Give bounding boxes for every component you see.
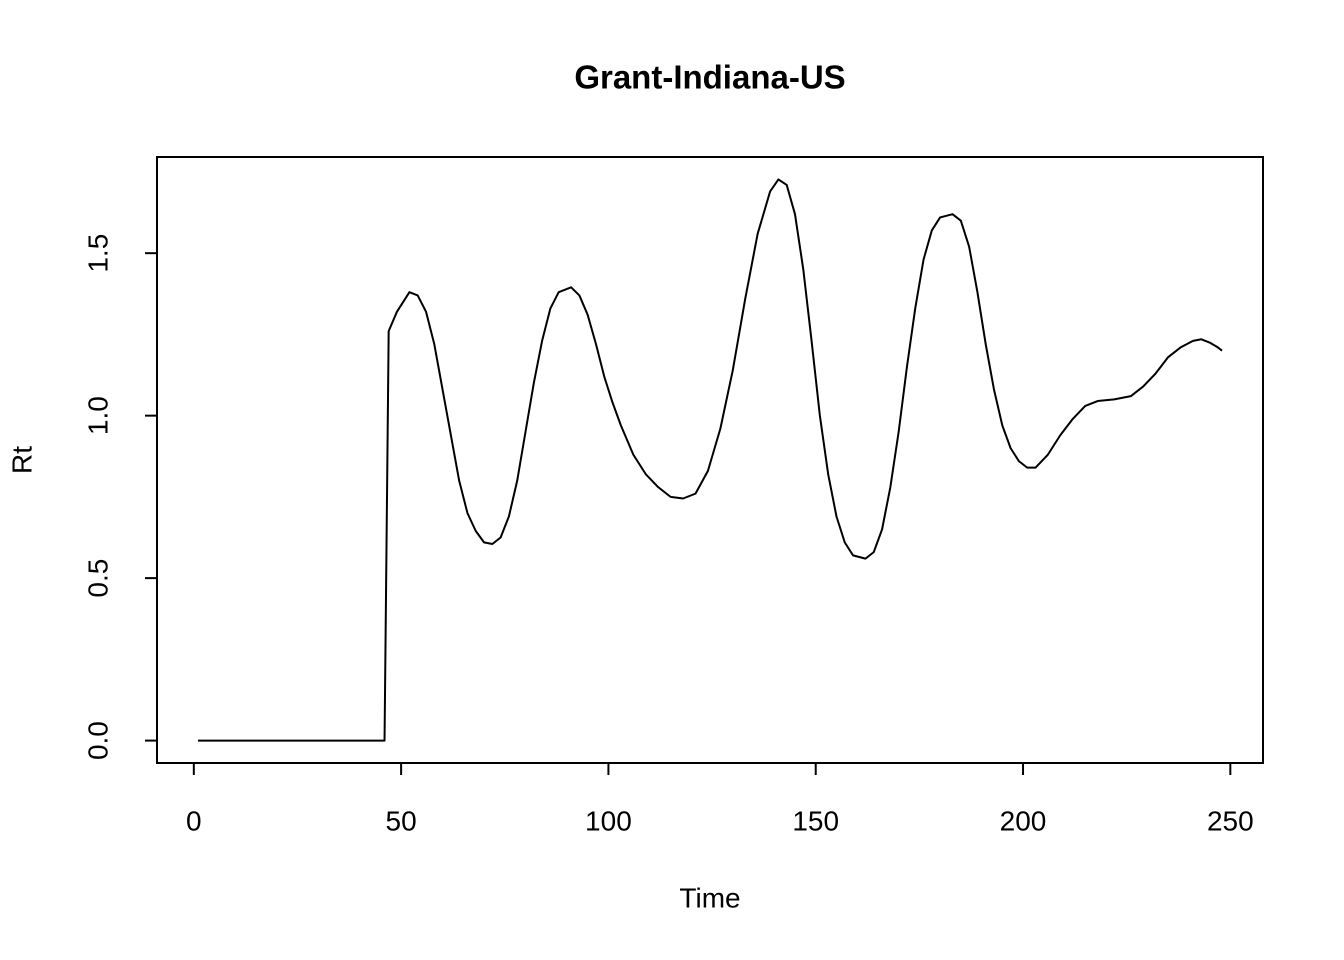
chart-title: Grant-Indiana-US — [574, 59, 845, 96]
y-tick-label: 1.5 — [82, 234, 113, 273]
x-tick-label: 0 — [186, 805, 202, 836]
x-tick-label: 150 — [792, 805, 839, 836]
y-tick-label: 1.0 — [82, 396, 113, 435]
data-line — [197, 178, 1223, 742]
y-tick-label: 0.0 — [82, 721, 113, 760]
x-tick-label: 250 — [1207, 805, 1254, 836]
plot-box — [156, 156, 1264, 764]
x-tick-label: 50 — [386, 805, 417, 836]
x-tick-label: 100 — [585, 805, 632, 836]
x-tick-label: 200 — [1000, 805, 1047, 836]
y-axis-label: Rt — [6, 446, 37, 474]
y-tick-label: 0.5 — [82, 559, 113, 598]
x-axis-label: Time — [679, 882, 740, 913]
